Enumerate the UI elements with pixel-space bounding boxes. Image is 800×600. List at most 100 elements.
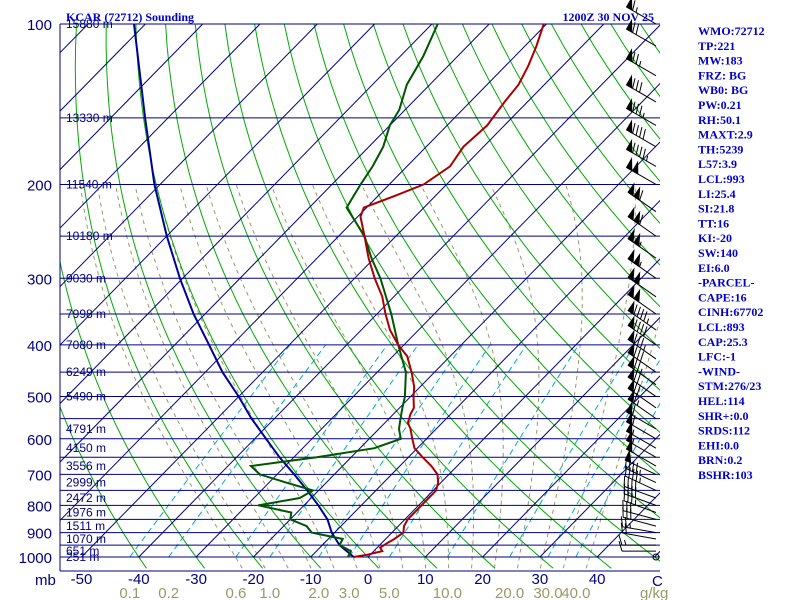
wind-barb <box>623 475 657 499</box>
dry-adiabat-line <box>194 24 496 569</box>
barb-full <box>632 22 636 33</box>
index-line: TH:5239 <box>698 142 743 156</box>
pressure-tick-label: 800 <box>27 498 52 515</box>
mixing-ratio-tick-label: 0.6 <box>226 585 247 600</box>
barb-full <box>643 326 648 337</box>
barb-staff <box>624 467 657 484</box>
barb-half <box>639 368 643 374</box>
barb-half <box>639 469 641 476</box>
wind-barb <box>625 420 657 449</box>
barb-flag <box>627 248 635 264</box>
barb-flag <box>625 401 633 416</box>
barb-flag <box>624 449 632 464</box>
height-label: 6249 m <box>66 365 106 379</box>
barb-half <box>642 112 645 119</box>
wind-barb <box>625 156 657 185</box>
moist-adiabats <box>79 184 660 569</box>
index-line: -WIND- <box>698 364 740 378</box>
barb-flag <box>633 186 641 201</box>
index-line: EHI:0.0 <box>698 438 739 452</box>
wind-barb <box>624 449 657 475</box>
calm-circle <box>652 553 660 561</box>
barb-staff <box>623 516 657 527</box>
height-label: 9030 m <box>66 271 106 285</box>
height-label: 2472 m <box>66 491 106 505</box>
barb-full <box>633 346 638 357</box>
barb-flag <box>627 367 635 382</box>
barb-full <box>632 123 636 134</box>
mixing-ratio-tick-label: 5.0 <box>379 585 400 600</box>
wind-barb <box>625 97 657 126</box>
index-line: BRN:0.2 <box>698 453 742 467</box>
temperature-tick-label: -50 <box>71 571 93 588</box>
isotherm-line <box>60 24 547 522</box>
wind-barb <box>620 516 657 534</box>
isotherm-line <box>60 24 433 405</box>
barb-staff <box>622 526 657 534</box>
temperature-tick-label: 30 <box>532 571 549 588</box>
height-label: 4150 m <box>66 441 106 455</box>
index-line: LCL:993 <box>698 172 745 186</box>
wind-barb <box>622 500 657 520</box>
wind-barb <box>627 378 657 409</box>
barb-half <box>636 400 640 406</box>
barb-full <box>639 105 643 117</box>
barb-flag <box>633 288 641 303</box>
dry-adiabat-line <box>74 24 264 569</box>
mixing-ratio-tick-label: 3.0 <box>339 585 360 600</box>
barb-full <box>628 467 631 478</box>
barb-staff <box>622 532 657 540</box>
barb-full <box>635 53 639 65</box>
barb-half <box>639 477 641 483</box>
wind-barb <box>625 401 657 430</box>
mixing-ratio-tick-label: 20.0 <box>495 585 524 600</box>
barb-full <box>639 190 644 201</box>
mixing-ratio-tick-label: 1.0 <box>259 585 280 600</box>
barb-full <box>624 516 627 528</box>
index-line: MAXT:2.9 <box>698 128 753 142</box>
height-label: 1070 m <box>66 532 106 546</box>
temperature-tick-labels: -50 -40 -30 -20 -10 0 10 20 30 40 <box>71 571 606 588</box>
barb-half <box>629 522 631 529</box>
index-line: WMO:72712 <box>698 24 765 38</box>
height-label: 1511 m <box>66 519 105 533</box>
temperature-trace <box>353 24 545 558</box>
wind-barb <box>627 315 657 346</box>
dry-adiabat-line <box>60 259 205 569</box>
wind-barb <box>625 74 657 103</box>
pressure-tick-label: 600 <box>27 432 52 449</box>
wind-barb <box>625 119 657 148</box>
barb-flag <box>627 300 635 315</box>
dewpoint-trace <box>248 24 439 558</box>
barb-flag <box>625 438 633 453</box>
moist-adiabat-line <box>235 184 404 569</box>
index-line: MW:183 <box>698 54 743 68</box>
index-line: FRZ: BG <box>698 68 746 82</box>
barb-flag <box>627 389 635 404</box>
barb-half <box>635 7 638 13</box>
barb-half <box>632 429 635 435</box>
index-line: LFC:-1 <box>698 350 736 364</box>
chart-datetime: 1200Z 30 NOV 25 <box>563 10 654 24</box>
barb-half <box>639 261 642 267</box>
dry-adiabat-line <box>313 24 660 519</box>
barb-full <box>631 469 635 480</box>
barb-flag <box>625 97 633 113</box>
barb-full <box>632 101 636 113</box>
isotherm-line <box>138 24 660 558</box>
barb-flag <box>625 119 633 134</box>
barb-flag <box>627 315 635 330</box>
barb-full <box>635 470 639 482</box>
wind-barb <box>618 534 656 546</box>
barb-flag <box>633 271 641 286</box>
temperature-tick-label: 40 <box>589 571 606 588</box>
index-line: PW:0.21 <box>698 98 742 112</box>
isotherm-line <box>60 24 261 229</box>
index-line: WB0: BG <box>698 83 748 97</box>
x-axis-unit-label: C <box>652 573 663 590</box>
index-line: BSHR:103 <box>698 468 753 482</box>
pressure-tick-label: 900 <box>27 526 52 543</box>
wind-barb <box>627 355 657 386</box>
isotherm-line <box>60 24 204 171</box>
